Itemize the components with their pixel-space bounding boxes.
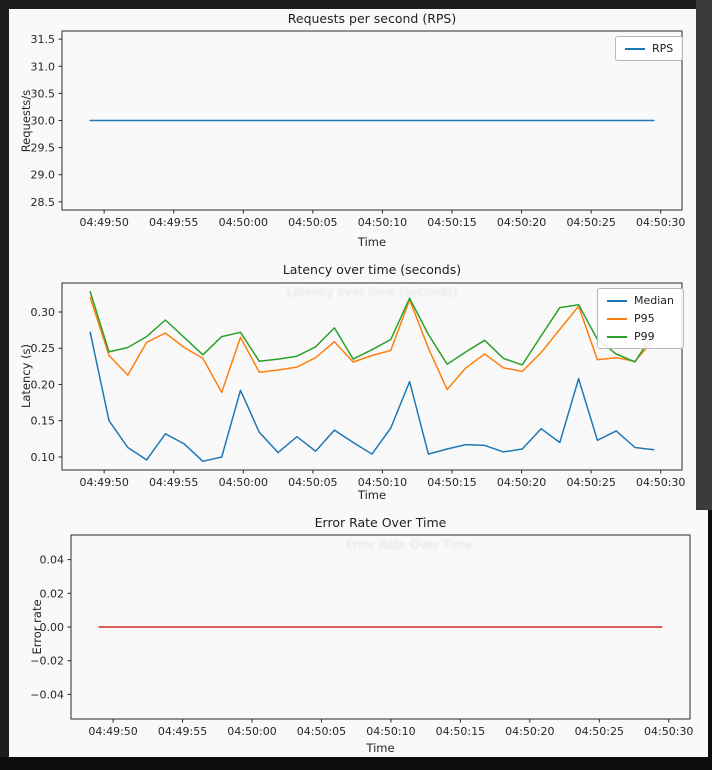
x-tick-label: 04:49:50 [88,725,137,738]
x-tick-label: 04:49:50 [79,216,128,229]
legend-line-swatch [607,299,627,302]
x-tick-label: 04:50:20 [497,216,546,229]
y-tick-label: 29.0 [31,169,56,182]
title-ghost-artifact: Latency over time (seconds) [286,285,458,299]
x-tick-label: 04:50:10 [358,476,407,489]
x-tick-label: 04:49:55 [149,476,198,489]
x-tick-label: 04:50:25 [566,476,615,489]
x-tick-label: 04:50:10 [366,725,415,738]
chart-latency: 04:49:50 04:49:55 04:50:00 04:50:05 04:50:10… [9,9,696,510]
metrics-figure-bottom-panel: 04:49:50 04:49:55 04:50:00 04:50:05 04:50:10… [9,510,708,757]
chart-error-rate-xlabel: Time [366,741,395,755]
title-ghost-artifact: Error Rate Over Time [345,538,473,552]
legend-entry: RPS [625,41,673,56]
legend-entry: P95 [607,311,674,326]
plot-area-2: 04:49:50 04:49:55 04:50:00 04:50:05 04:50:10… [30,534,693,738]
y-tick-label: 0.02 [40,587,65,600]
y-tick-label: −0.02 [30,655,64,668]
chart-rps-xlabel: Time [357,235,387,249]
x-tick-label: 04:50:15 [436,725,485,738]
y-tick-label: 0.10 [31,451,56,464]
x-tick-label: 04:49:55 [149,216,198,229]
chart-latency-title: Latency over time (seconds) [282,262,462,277]
window-border-right [696,0,712,510]
legend-label: Median [634,294,675,307]
legend-label: P99 [634,330,655,343]
x-tick-label: 04:50:05 [297,725,346,738]
y-tick-label: 28.5 [31,196,56,209]
window-border-top [0,0,712,9]
x-tick-label: 04:50:00 [219,216,268,229]
y-tick-label: 30.0 [31,115,56,128]
y-tick-label: 0.30 [31,306,56,319]
chart-error-rate-title: Error Rate Over Time [314,515,447,530]
x-tick-label: 04:50:30 [636,216,685,229]
y-tick-label: 0.20 [31,378,56,391]
chart-rps: 04:49:50 04:49:55 04:50:00 04:50:05 04:50:10… [9,9,696,510]
y-tick-label: 31.0 [31,60,56,73]
chart-error-rate-ylabel: Error rate [30,599,44,655]
series-line-median [89,331,655,463]
x-tick-label: 04:50:05 [288,216,337,229]
y-tick-label: 31.5 [31,33,56,46]
x-tick-label: 04:50:05 [288,476,337,489]
x-tick-label: 04:49:55 [158,725,207,738]
legend: RPS [615,36,684,61]
window-border-left [0,9,9,757]
x-tick-label: 04:50:20 [497,476,546,489]
x-tick-label: 04:50:30 [636,476,685,489]
x-tick-label: 04:50:20 [505,725,554,738]
legend-entry: Median [607,293,674,308]
legend-line-swatch [607,317,627,320]
chart-latency-xlabel: Time [357,488,387,502]
y-tick-label: −0.04 [30,688,64,701]
metrics-figure-top-panel: 04:49:50 04:49:55 04:50:00 04:50:05 04:50:10… [9,9,696,510]
chart-rps-title: Requests per second (RPS) [287,11,457,26]
chart-error-rate: 04:49:50 04:49:55 04:50:00 04:50:05 04:50:10… [9,510,708,757]
y-tick-label: 0.15 [31,415,56,428]
legend-label: P95 [634,312,655,325]
chart-latency-ylabel: Latency (s) [19,343,33,409]
x-tick-label: 04:50:25 [575,725,624,738]
x-tick-label: 04:50:15 [427,216,476,229]
legend: Median P95 P99 [597,288,685,349]
x-tick-label: 04:50:15 [427,476,476,489]
x-tick-label: 04:50:25 [566,216,615,229]
legend-line-swatch [607,335,627,338]
x-tick-label: 04:50:30 [644,725,693,738]
plot-area-1: 04:49:50 04:49:55 04:50:00 04:50:05 04:50:10… [31,282,685,489]
x-tick-label: 04:50:00 [219,476,268,489]
legend-line-swatch [625,47,645,50]
y-tick-label: 30.5 [31,87,56,100]
legend-label: RPS [652,42,674,55]
x-tick-label: 04:50:10 [358,216,407,229]
x-tick-label: 04:50:00 [227,725,276,738]
y-tick-label: 29.5 [31,142,56,155]
legend-entry: P99 [607,329,674,344]
y-tick-label: 0.00 [40,621,65,634]
y-tick-label: 0.25 [31,342,56,355]
x-tick-label: 04:49:50 [79,476,128,489]
y-tick-label: 0.04 [40,554,65,567]
series-line-p99 [89,290,655,366]
series-line-p95 [89,296,655,394]
plot-area-0: 04:49:50 04:49:55 04:50:00 04:50:05 04:50:10… [31,30,685,229]
axes-frame [61,282,683,471]
